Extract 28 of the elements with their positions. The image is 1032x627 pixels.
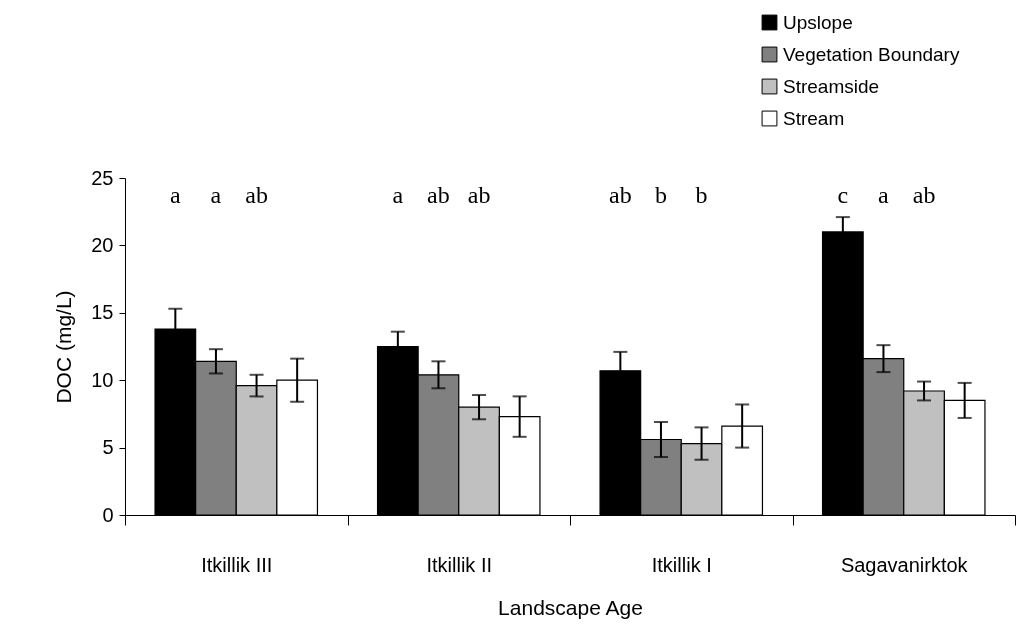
- x-tick-label: Itkillik II: [426, 553, 493, 576]
- y-tick-label: 0: [102, 503, 114, 526]
- annotation: c: [837, 182, 849, 208]
- annotation: ab: [912, 182, 936, 208]
- legend-label: Streamside: [783, 75, 880, 97]
- legend-label: Vegetation Boundary: [783, 43, 960, 65]
- y-axis-title: DOC (mg/L): [52, 290, 76, 404]
- annotation: ab: [427, 182, 450, 208]
- annotation: a: [170, 182, 182, 208]
- annotation: b: [695, 182, 708, 208]
- y-tick-label: 5: [102, 436, 114, 459]
- x-tick-label: Itkillik III: [201, 553, 273, 576]
- legend-label: Upslope: [783, 11, 853, 33]
- x-tick-label: Sagavanirktok: [840, 553, 969, 576]
- x-tick-label: Itkillik I: [651, 553, 712, 576]
- annotation: b: [654, 182, 667, 208]
- annotation: ab: [245, 182, 268, 208]
- annotation: a: [878, 182, 890, 208]
- x-axis-title: Landscape Age: [498, 595, 643, 619]
- annotation: ab: [467, 182, 491, 208]
- y-tick-label: 25: [91, 166, 114, 189]
- annotation: ab: [609, 182, 632, 208]
- legend-label: Stream: [783, 107, 845, 129]
- annotation: a: [210, 182, 222, 208]
- y-tick-label: 15: [91, 301, 114, 324]
- y-tick-label: 10: [91, 368, 114, 391]
- annotation: a: [392, 182, 404, 208]
- y-tick-label: 20: [91, 233, 114, 256]
